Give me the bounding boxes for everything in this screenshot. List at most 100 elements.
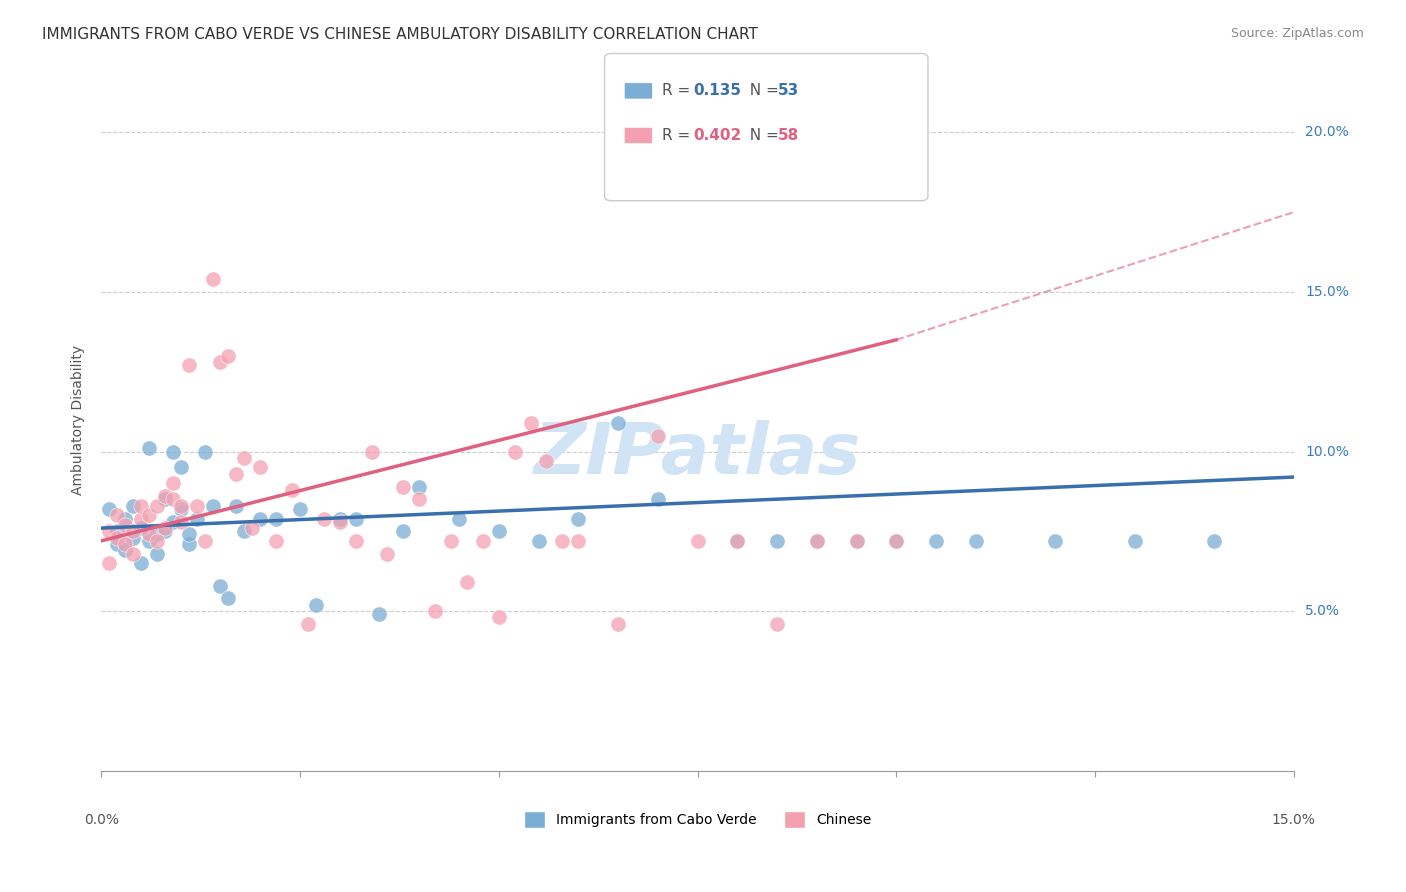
Point (567, 511, 589, 525)
Point (170, 502, 193, 516)
Point (146, 547, 169, 561)
Point (249, 460, 271, 475)
Point (98, 524, 121, 539)
Text: 10.0%: 10.0% (1305, 444, 1348, 458)
Point (129, 511, 152, 525)
Point (153, 524, 176, 539)
Point (686, 533, 709, 548)
Point (806, 533, 828, 548)
Point (138, 508, 160, 523)
Text: IMMIGRANTS FROM CABO VERDE VS CHINESE AMBULATORY DISABILITY CORRELATION CHART: IMMIGRANTS FROM CABO VERDE VS CHINESE AM… (42, 27, 758, 42)
Point (607, 416, 630, 430)
Point (264, 533, 287, 548)
Point (884, 533, 907, 548)
Text: 0.0%: 0.0% (84, 813, 118, 827)
Point (153, 492, 176, 507)
Point (1045, 533, 1067, 548)
Point (186, 499, 208, 513)
Point (297, 616, 319, 631)
Point (170, 515, 193, 529)
Point (281, 483, 304, 497)
Text: 0.135: 0.135 (693, 83, 741, 98)
Point (527, 533, 550, 548)
Point (725, 533, 748, 548)
Point (551, 533, 574, 548)
Point (122, 499, 145, 513)
Point (329, 511, 352, 525)
Point (806, 533, 828, 548)
Point (138, 442, 160, 456)
Point (201, 272, 224, 286)
Point (122, 531, 145, 545)
Point (129, 499, 152, 513)
Point (162, 476, 184, 491)
Point (456, 575, 478, 590)
Point (233, 450, 256, 465)
Point (1123, 533, 1146, 548)
Point (503, 444, 526, 458)
Point (766, 616, 789, 631)
Point (408, 492, 430, 507)
Point (368, 607, 391, 622)
Point (193, 444, 215, 458)
Point (377, 547, 399, 561)
Point (201, 499, 224, 513)
Point (146, 527, 169, 541)
Point (122, 547, 145, 561)
Text: ZIPatlas: ZIPatlas (534, 420, 862, 489)
Point (329, 515, 352, 529)
Point (305, 598, 328, 612)
Point (344, 533, 367, 548)
Point (233, 524, 256, 539)
Point (925, 533, 948, 548)
Text: Source: ZipAtlas.com: Source: ZipAtlas.com (1230, 27, 1364, 40)
Point (845, 533, 868, 548)
Point (488, 610, 510, 624)
Point (471, 533, 494, 548)
Point (98, 502, 121, 516)
Point (146, 499, 169, 513)
Point (105, 524, 128, 539)
Point (647, 492, 669, 507)
Point (153, 489, 176, 503)
Point (725, 533, 748, 548)
Point (98, 556, 121, 570)
Point (122, 524, 145, 539)
Point (408, 480, 430, 494)
Point (217, 349, 239, 363)
Point (138, 533, 160, 548)
Point (240, 521, 263, 535)
Point (146, 533, 169, 548)
Point (129, 521, 152, 535)
Point (170, 499, 193, 513)
Point (519, 416, 541, 430)
Point (193, 533, 215, 548)
Point (567, 533, 589, 548)
Point (766, 533, 789, 548)
Point (162, 444, 184, 458)
Point (114, 543, 136, 558)
Point (225, 499, 247, 513)
Text: 15.0%: 15.0% (1305, 285, 1348, 299)
Text: 20.0%: 20.0% (1305, 126, 1348, 139)
Point (114, 511, 136, 525)
Point (153, 521, 176, 535)
Point (217, 591, 239, 606)
Point (249, 511, 271, 525)
Text: 0.402: 0.402 (693, 128, 741, 143)
Point (170, 460, 193, 475)
Point (105, 537, 128, 551)
Point (105, 508, 128, 523)
Point (264, 511, 287, 525)
Point (114, 537, 136, 551)
Legend: Immigrants from Cabo Verde, Chinese: Immigrants from Cabo Verde, Chinese (519, 805, 877, 834)
Point (177, 359, 200, 373)
Point (177, 537, 200, 551)
Text: 15.0%: 15.0% (1272, 813, 1316, 827)
Point (423, 604, 446, 618)
Point (177, 527, 200, 541)
Point (447, 511, 470, 525)
Point (138, 527, 160, 541)
Point (536, 454, 558, 468)
Text: 58: 58 (778, 128, 799, 143)
